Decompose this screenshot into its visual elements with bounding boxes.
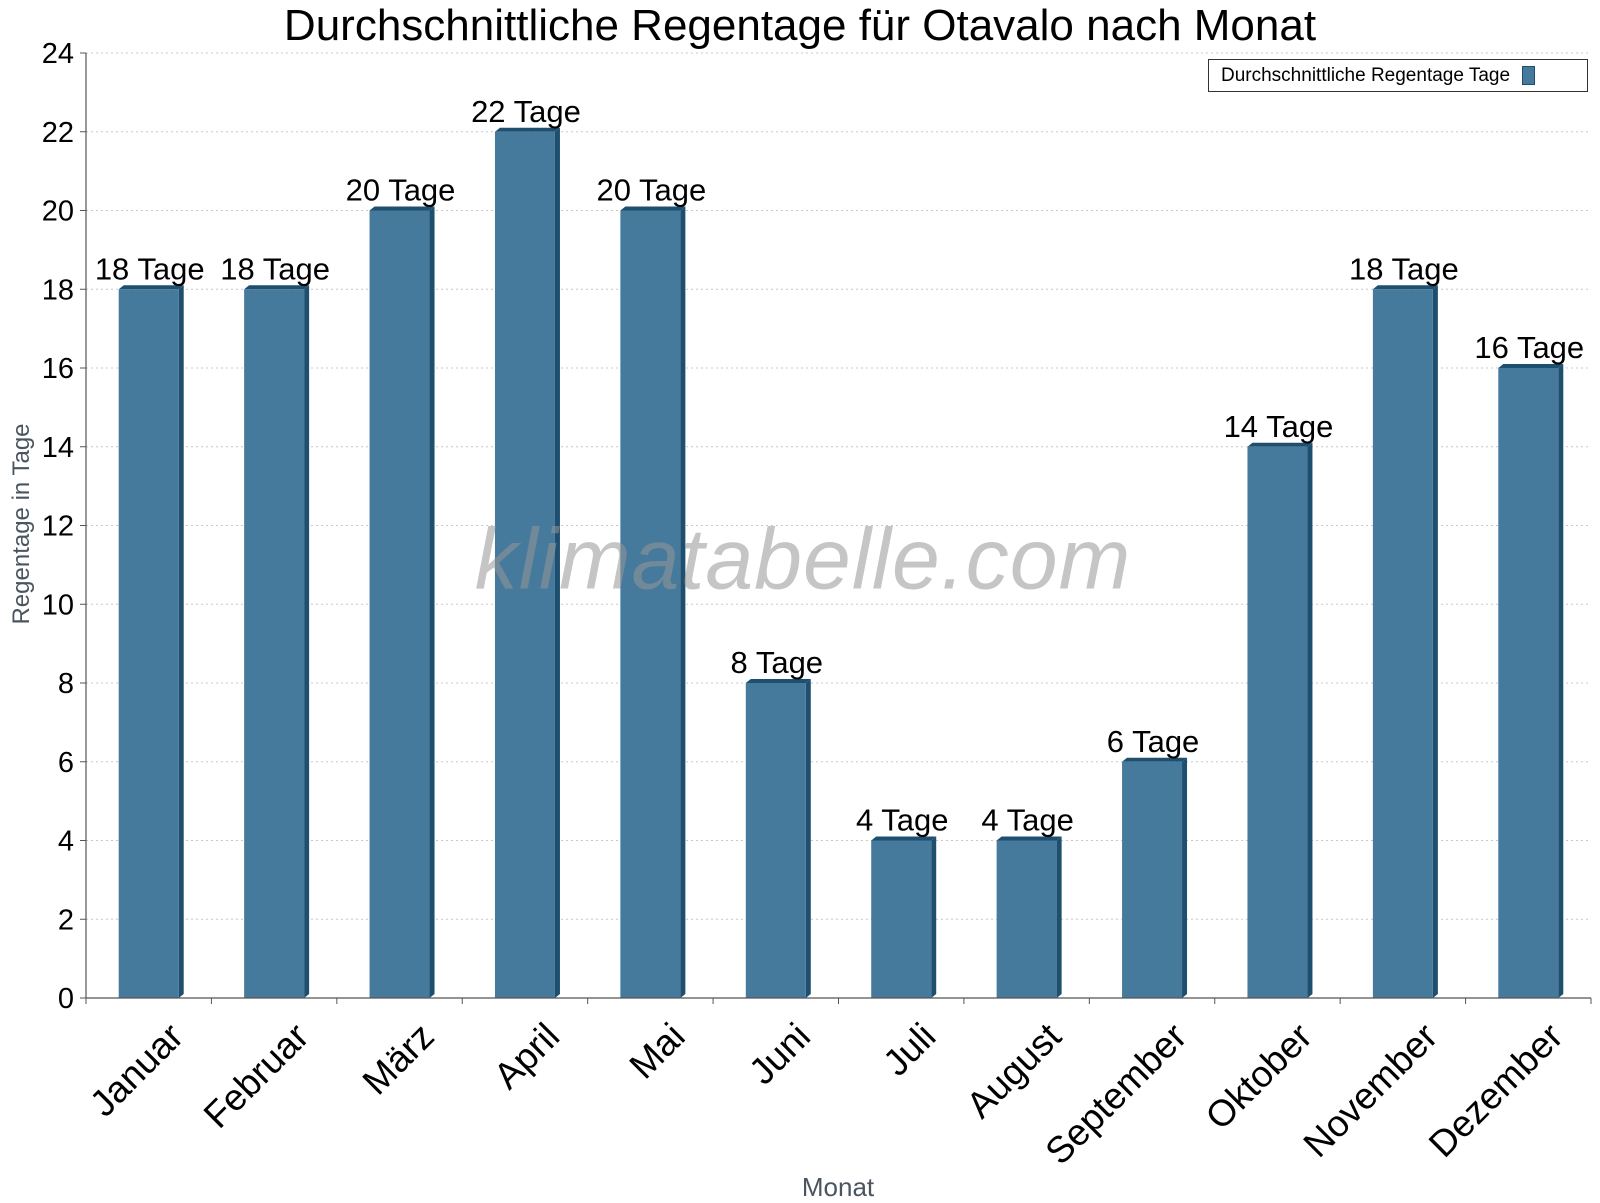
bar-top xyxy=(745,679,811,683)
data-label: 20 Tage xyxy=(346,173,456,208)
bar xyxy=(244,285,310,998)
data-label: 18 Tage xyxy=(95,251,205,286)
bar-side xyxy=(554,127,560,998)
bar xyxy=(369,206,435,998)
bar-side xyxy=(680,206,686,998)
chart-title: Durchschnittliche Regentage für Otavalo … xyxy=(283,1,1317,50)
bar-top xyxy=(1498,364,1564,368)
bar-top xyxy=(871,836,937,841)
bar-face xyxy=(1372,289,1433,998)
bar xyxy=(745,679,811,998)
bar-side xyxy=(1307,442,1313,998)
x-tick-label: Mai xyxy=(622,1015,693,1086)
bar-side xyxy=(178,285,184,998)
bar-top xyxy=(494,127,560,132)
bar-face xyxy=(871,840,932,998)
watermark: klimatabelle.com xyxy=(474,511,1132,608)
x-axis-label: Monat xyxy=(801,1172,875,1202)
x-tick-label: Januar xyxy=(82,1015,191,1124)
bar xyxy=(1498,364,1564,998)
bar-face xyxy=(1498,368,1559,998)
bar-face xyxy=(745,683,806,998)
y-tick-label: 22 xyxy=(42,117,74,149)
bar-side xyxy=(429,206,435,998)
bar-top xyxy=(369,206,435,211)
bar-top xyxy=(244,285,310,290)
bar-face xyxy=(494,131,555,998)
bar-top xyxy=(1247,442,1313,447)
data-label: 22 Tage xyxy=(471,94,581,129)
bar xyxy=(1372,285,1438,998)
bar xyxy=(1122,757,1188,998)
x-tick-label: Juli xyxy=(875,1015,943,1083)
bar-top xyxy=(1372,285,1438,290)
bar-top xyxy=(996,836,1062,841)
x-tick-label: Juni xyxy=(741,1015,818,1092)
bar xyxy=(1247,442,1313,998)
y-tick-label: 0 xyxy=(58,983,74,1015)
data-label: 14 Tage xyxy=(1224,409,1334,444)
bar-side xyxy=(1432,285,1438,998)
bar-top xyxy=(118,285,184,290)
x-tick-label: Oktober xyxy=(1198,1015,1320,1137)
bar xyxy=(996,836,1062,998)
data-label: 8 Tage xyxy=(731,645,824,680)
data-label: 18 Tage xyxy=(220,251,330,286)
bar-top xyxy=(620,206,686,211)
x-tick-label: Dezember xyxy=(1421,1015,1571,1165)
bar xyxy=(871,836,937,998)
bar-side xyxy=(304,285,310,998)
data-labels: 18 Tage 18 Tage 20 Tage 22 Tage 20 Tage 8 Tag… xyxy=(95,94,1584,838)
y-axis-label: Regentage in Tage xyxy=(8,423,35,625)
data-label: 4 Tage xyxy=(981,803,1074,838)
data-label: 16 Tage xyxy=(1474,330,1584,365)
y-tick-label: 24 xyxy=(42,38,74,70)
bars xyxy=(118,127,1564,998)
y-tick-label: 2 xyxy=(58,904,74,936)
x-tick-label: Februar xyxy=(196,1015,317,1136)
bar-face xyxy=(1247,446,1308,998)
y-tick-label: 8 xyxy=(58,668,74,700)
bar-face xyxy=(620,210,681,998)
bar-side xyxy=(1182,757,1188,998)
legend-swatch xyxy=(1522,66,1536,85)
bar-side xyxy=(805,679,811,998)
y-tick-label: 14 xyxy=(42,432,74,464)
data-label: 6 Tage xyxy=(1107,724,1200,759)
y-tick-label: 20 xyxy=(42,196,74,228)
legend: Durchschnittliche Regentage Tage xyxy=(1208,59,1588,92)
x-tick-label: August xyxy=(959,1015,1070,1126)
data-label: 18 Tage xyxy=(1349,251,1459,286)
y-tick-label: 16 xyxy=(42,353,74,385)
bar xyxy=(118,285,184,998)
bar-face xyxy=(996,840,1057,998)
bar-face xyxy=(1122,761,1183,998)
bar-face xyxy=(118,289,179,998)
bar-top xyxy=(1122,757,1188,762)
y-tick-label: 18 xyxy=(42,274,74,306)
bar xyxy=(620,206,686,998)
x-tick-labels: Januar Februar März April Mai Juni Juli AugustS… xyxy=(82,1015,1571,1172)
axes xyxy=(80,52,1592,1004)
y-tick-label: 12 xyxy=(42,511,74,543)
data-label: 4 Tage xyxy=(856,803,949,838)
x-tick-label: November xyxy=(1296,1015,1446,1165)
x-tick-label: März xyxy=(355,1015,442,1102)
legend-label: Durchschnittliche Regentage Tage xyxy=(1221,64,1511,86)
bar-face xyxy=(244,289,305,998)
data-label: 20 Tage xyxy=(596,173,706,208)
bar-side xyxy=(1056,836,1062,998)
bar-face xyxy=(369,210,430,998)
x-tick-label: April xyxy=(486,1015,567,1096)
y-tick-label: 10 xyxy=(42,589,74,621)
bar-side xyxy=(1558,364,1564,998)
y-tick-label: 4 xyxy=(58,826,74,858)
bar-side xyxy=(931,836,937,998)
bar xyxy=(494,127,560,998)
grid-lines xyxy=(86,52,1591,920)
y-tick-label: 6 xyxy=(58,747,74,779)
